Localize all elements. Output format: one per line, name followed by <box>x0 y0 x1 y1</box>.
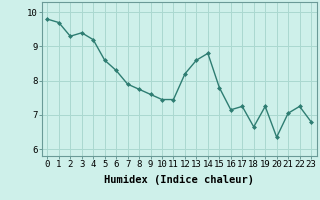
X-axis label: Humidex (Indice chaleur): Humidex (Indice chaleur) <box>104 175 254 185</box>
